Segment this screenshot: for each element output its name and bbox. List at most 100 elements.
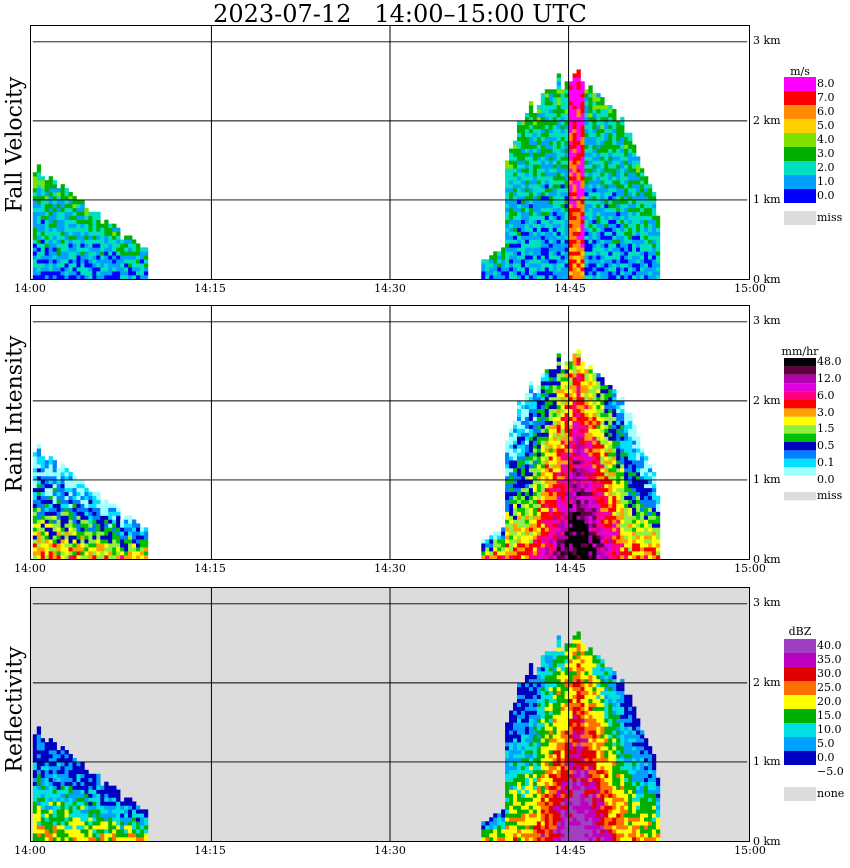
heatmap-cell — [548, 251, 554, 256]
heatmap-cell — [108, 531, 113, 536]
heatmap-cell — [655, 271, 661, 276]
heatmap-cell — [576, 184, 581, 189]
heatmap-cell — [524, 468, 530, 473]
heatmap-cell — [52, 472, 57, 477]
heatmap-cell — [505, 742, 510, 747]
heatmap-cell — [572, 73, 577, 78]
heatmap-cell — [600, 539, 605, 544]
heatmap-cell — [112, 825, 117, 830]
heatmap-cell — [92, 219, 97, 224]
heatmap-cell — [632, 468, 637, 473]
heatmap-cell — [647, 547, 653, 552]
heatmap-cell — [108, 267, 113, 272]
heatmap-cell — [112, 829, 117, 834]
heatmap-cell — [612, 440, 617, 445]
heatmap-cell — [520, 239, 526, 244]
heatmap-cell — [88, 215, 93, 220]
heatmap-cell — [513, 452, 518, 457]
heatmap-cell — [620, 124, 625, 130]
heatmap-cell — [72, 491, 77, 497]
heatmap-cell — [56, 813, 61, 818]
heatmap-cell — [588, 365, 593, 370]
heatmap-cell — [524, 120, 530, 126]
heatmap-cell — [516, 444, 522, 449]
heatmap-cell — [600, 396, 605, 402]
heatmap-cell — [552, 555, 557, 559]
heatmap-cell — [624, 227, 629, 232]
heatmap-cell — [84, 527, 89, 532]
heatmap-cell — [513, 539, 518, 544]
heatmap-cell — [548, 172, 554, 177]
heatmap-cell — [32, 215, 38, 220]
heatmap-cell — [651, 211, 657, 217]
heatmap-cell — [528, 259, 534, 264]
heatmap-cell — [76, 543, 81, 548]
heatmap-cell — [560, 468, 565, 473]
heatmap-cell — [584, 105, 589, 110]
heatmap-cell — [584, 456, 589, 461]
heatmap-cell — [532, 255, 538, 260]
heatmap-cell — [544, 263, 550, 268]
heatmap-cell — [612, 160, 617, 165]
heatmap-cell — [532, 460, 538, 465]
heatmap-cell — [516, 519, 522, 524]
heatmap-cell — [540, 227, 546, 232]
heatmap-cell — [600, 243, 605, 248]
heatmap-cell — [556, 207, 561, 213]
heatmap-cell — [36, 785, 42, 790]
heatmap-cell — [647, 464, 653, 469]
heatmap-cell — [40, 765, 46, 771]
heatmap-cell — [44, 255, 49, 260]
heatmap-cell — [124, 551, 129, 556]
heatmap-cell — [100, 259, 105, 264]
heatmap-cell — [647, 515, 653, 520]
heatmap-cell — [568, 479, 573, 485]
heatmap-cell — [32, 255, 38, 260]
heatmap-cell — [572, 267, 577, 272]
heatmap-cell — [548, 373, 554, 378]
heatmap-cell — [580, 412, 585, 417]
grid-lines — [32, 26, 748, 279]
heatmap-cell — [72, 251, 77, 256]
heatmap-cell — [143, 275, 149, 279]
heatmap-cell — [143, 255, 149, 260]
heatmap-cell — [32, 259, 38, 264]
heatmap-cell — [568, 259, 573, 264]
heatmap-cell — [564, 81, 569, 86]
heatmap-cell — [76, 219, 81, 224]
heatmap-cell — [536, 507, 542, 512]
heatmap-cell — [524, 396, 530, 402]
heatmap-cell — [68, 515, 73, 520]
heatmap-cell — [568, 519, 573, 524]
heatmap-cell — [528, 192, 534, 197]
heatmap-cell — [528, 180, 534, 185]
heatmap-cell — [36, 519, 42, 524]
heatmap-cell — [608, 105, 613, 110]
heatmap-cell — [48, 531, 53, 536]
heatmap-cell — [40, 195, 46, 201]
heatmap-cell — [40, 547, 46, 552]
heatmap-cell — [524, 440, 530, 445]
heatmap-cell — [60, 483, 65, 489]
heatmap-cell — [48, 499, 53, 504]
heatmap-cell — [651, 271, 657, 276]
heatmap-cell — [513, 424, 518, 429]
heatmap-cell — [604, 404, 609, 410]
heatmap-cell — [124, 235, 129, 240]
heatmap-cell — [612, 460, 617, 465]
heatmap-cell — [568, 109, 573, 114]
heatmap-cell — [48, 805, 53, 810]
heatmap-cell — [100, 271, 105, 276]
heatmap-cell — [628, 231, 633, 236]
heatmap-cell — [60, 809, 65, 814]
heatmap-cell — [56, 765, 61, 771]
heatmap-cell — [88, 495, 93, 500]
heatmap-cell — [96, 531, 101, 536]
heatmap-cell — [548, 132, 554, 137]
heatmap-cell — [643, 511, 649, 516]
heatmap-cell — [532, 215, 538, 220]
heatmap-cell — [536, 472, 542, 477]
heatmap-cell — [88, 507, 93, 512]
heatmap-cell — [524, 452, 530, 457]
heatmap-cell — [548, 539, 554, 544]
